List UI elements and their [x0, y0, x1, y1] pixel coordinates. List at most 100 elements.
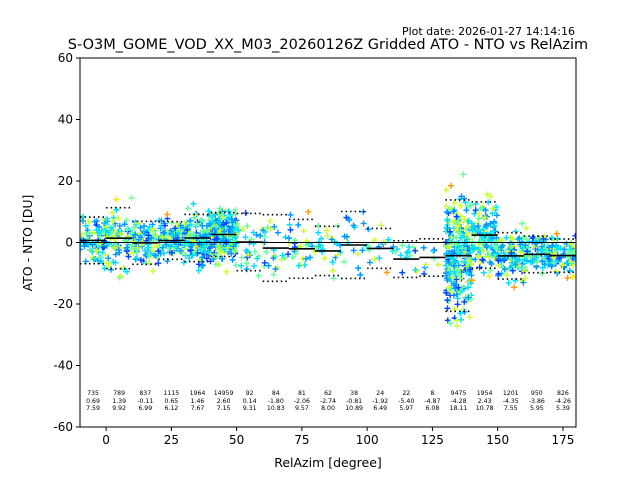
data-point: [167, 228, 174, 235]
data-point: [271, 223, 278, 230]
data-point: [443, 289, 450, 296]
data-point: [385, 236, 392, 243]
data-point: [449, 249, 456, 256]
data-point: [540, 235, 547, 242]
data-point: [274, 229, 281, 236]
data-point: [492, 238, 499, 245]
data-point: [228, 250, 235, 257]
data-point: [137, 257, 144, 264]
bin-std-label-8: 9.57: [295, 405, 309, 412]
data-point: [477, 238, 484, 245]
data-point: [467, 249, 474, 256]
data-point: [155, 260, 162, 267]
data-point: [477, 205, 484, 212]
bin-std-label-5: 7.15: [217, 405, 231, 412]
data-point: [184, 205, 191, 212]
bin-std-label-9: 8.00: [321, 405, 335, 412]
data-point: [504, 272, 511, 279]
data-point: [523, 248, 530, 255]
data-point: [165, 234, 172, 241]
data-point: [420, 244, 427, 251]
data-point: [404, 249, 411, 256]
data-point: [169, 231, 176, 238]
bin-std-label-16: 7.55: [504, 405, 518, 412]
data-point: [223, 268, 230, 275]
data-point: [109, 218, 116, 225]
data-point: [455, 284, 462, 291]
bin-count-label-13: 8: [430, 390, 434, 397]
data-point: [202, 244, 209, 251]
data-point: [133, 255, 140, 262]
data-point: [132, 256, 139, 263]
data-point: [105, 229, 112, 236]
data-point: [548, 234, 555, 241]
data-point: [243, 260, 250, 267]
data-point: [235, 227, 242, 234]
data-point: [134, 244, 141, 251]
x-tick-label-1: 25: [164, 433, 179, 447]
data-point: [503, 234, 510, 241]
data-point: [523, 225, 530, 232]
data-point: [91, 218, 98, 225]
data-point: [222, 225, 229, 232]
y-tick-label-3: 0: [65, 236, 73, 250]
x-tick-label-7: 175: [551, 433, 574, 447]
data-point: [307, 254, 314, 261]
data-point: [561, 246, 568, 253]
data-point: [93, 247, 100, 254]
data-point: [242, 234, 249, 241]
data-point: [191, 248, 198, 255]
data-point: [406, 252, 413, 259]
data-point: [467, 202, 474, 209]
data-point: [448, 182, 455, 189]
data-point: [254, 255, 261, 262]
data-point: [203, 255, 210, 262]
data-point: [116, 222, 123, 229]
data-point: [343, 214, 350, 221]
data-point: [270, 255, 277, 262]
data-point: [493, 212, 500, 219]
data-point: [96, 254, 103, 261]
data-point: [531, 256, 538, 263]
data-point: [566, 268, 573, 275]
data-point: [96, 224, 103, 230]
bin-mean-label-13: -4.87: [424, 398, 440, 405]
data-point: [177, 247, 184, 254]
data-point: [442, 203, 449, 210]
data-point: [313, 244, 320, 251]
data-point: [357, 271, 364, 278]
data-point: [117, 231, 124, 238]
data-point: [282, 234, 289, 241]
data-point: [257, 232, 264, 239]
y-tick-label-6: 60: [58, 51, 73, 65]
data-point: [132, 231, 139, 238]
bin-count-label-3: 1115: [163, 390, 179, 397]
data-point: [508, 249, 515, 256]
data-point: [287, 226, 294, 233]
data-point: [392, 248, 399, 255]
data-point: [318, 235, 325, 242]
data-point: [180, 259, 187, 266]
data-point: [215, 218, 222, 225]
data-point: [498, 258, 505, 265]
x-tick-label-5: 125: [421, 433, 444, 447]
data-point: [285, 251, 292, 258]
data-point: [176, 230, 183, 237]
data-point: [569, 273, 576, 280]
bin-mean-label-11: -1.92: [372, 398, 388, 405]
data-point: [550, 260, 557, 267]
data-point: [191, 214, 198, 221]
data-point: [476, 210, 483, 217]
data-point: [194, 249, 201, 256]
data-point: [450, 208, 457, 215]
data-point: [168, 249, 175, 256]
data-point: [486, 273, 493, 280]
data-point: [253, 231, 260, 238]
data-point: [232, 206, 239, 213]
data-point: [108, 209, 115, 216]
data-point: [123, 217, 130, 224]
data-point: [465, 217, 472, 224]
bin-count-label-12: 22: [402, 390, 410, 397]
data-point: [245, 251, 252, 258]
data-point: [484, 191, 491, 198]
